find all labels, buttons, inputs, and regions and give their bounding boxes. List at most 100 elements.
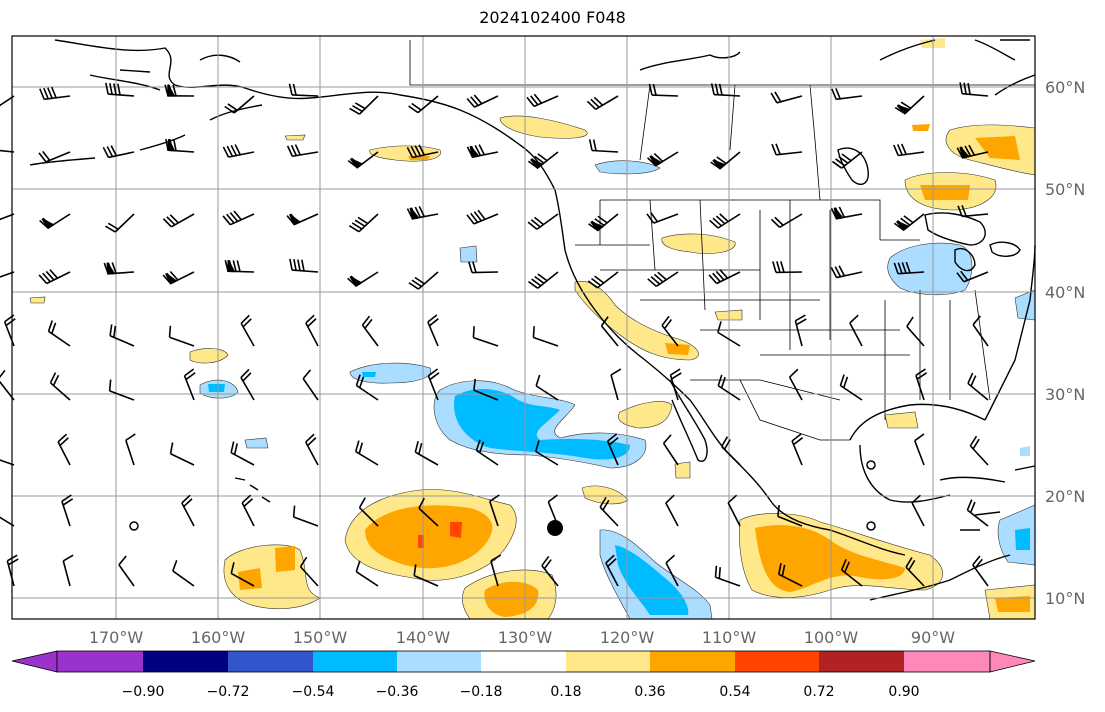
wind-barb-feather: [364, 318, 373, 329]
wind-barb-shaft: [966, 509, 989, 527]
wind-barb-feather: [665, 494, 675, 504]
wind-barb-feather: [106, 146, 114, 157]
wind-barb-feather: [181, 494, 191, 504]
wind-barb-feather: [352, 104, 363, 113]
wind-barb-feather: [665, 554, 676, 564]
wind-barb-feather: [900, 143, 907, 155]
wind-barb-feather: [466, 214, 475, 225]
wind-barb-shaft: [898, 151, 925, 157]
wind-barb-feather: [646, 213, 655, 224]
wind-barb-feather: [714, 565, 718, 578]
wind-barb-pennant: [712, 159, 727, 170]
wind-barb-shaft: [473, 389, 499, 401]
wind-barb-feather: [472, 326, 475, 338]
wind-barb-shaft: [108, 151, 135, 159]
wind-barb-shaft: [972, 324, 989, 347]
wind-barb-feather: [795, 318, 807, 326]
wind-barb-pennant: [41, 218, 55, 230]
wind-barb-shaft: [914, 440, 925, 466]
wind-barb-shaft: [114, 213, 135, 233]
wind-barb-feather: [230, 145, 238, 156]
wind-barb-feather: [897, 144, 903, 156]
colorbar-segment: [57, 651, 143, 672]
wind-barb-feather: [534, 275, 545, 284]
wind-barb-shaft: [172, 570, 195, 587]
wind-barb-feather: [537, 273, 548, 282]
wind-barb-feather: [526, 96, 535, 107]
wind-barb-feather: [897, 262, 903, 274]
wind-barb-feather: [348, 224, 360, 233]
wind-barb-shaft: [0, 149, 15, 153]
colorbar-tick-label: 0.36: [634, 684, 665, 700]
wind-barb-feather: [901, 262, 907, 274]
wind-barb-shaft: [240, 377, 255, 401]
wind-barb-feather: [468, 261, 473, 273]
wind-barb-feather: [594, 218, 605, 227]
wind-barb-feather: [413, 564, 417, 576]
wind-barb-feather: [59, 437, 69, 447]
wind-barb-shaft: [0, 271, 15, 278]
wind-barb-feather: [414, 145, 422, 157]
wind-barb-feather: [169, 270, 179, 281]
wind-barb-feather: [972, 438, 980, 450]
wind-barb-feather: [472, 261, 477, 273]
colorbar-segment: [481, 651, 566, 672]
wind-barb-feather: [411, 279, 422, 288]
wind-barb-shaft: [969, 445, 989, 466]
wind-barb-feather: [537, 153, 548, 162]
wind-barb-feather: [47, 87, 53, 99]
wind-barb-shaft: [967, 382, 989, 401]
wind-barb-shaft: [841, 151, 863, 169]
wind-barb-feather: [527, 221, 538, 230]
colorbar-tick-label: −0.72: [207, 684, 250, 700]
colorbar-segment: [650, 651, 735, 672]
wind-barb-shaft: [591, 149, 619, 153]
wind-barb-feather: [541, 555, 550, 567]
wind-barb-shaft: [717, 213, 741, 229]
wind-barb-feather: [906, 316, 914, 327]
wind-barb-shaft: [836, 95, 863, 101]
wind-barb-feather: [914, 433, 925, 442]
wind-barb-feather: [293, 259, 297, 271]
wind-barb-shaft: [473, 336, 499, 347]
wind-barb-shaft: [355, 450, 379, 466]
coastlines: [29, 39, 1036, 601]
wind-barb-feather: [234, 144, 241, 156]
wind-barb-shaft: [600, 325, 619, 347]
wind-barb-shaft: [653, 213, 679, 224]
colorbar-tick-label: 0.90: [888, 684, 919, 700]
wind-barb-pennant: [167, 84, 176, 97]
wind-barb-shaft: [6, 560, 15, 587]
wind-barb-shaft: [229, 213, 255, 226]
wind-barb-shaft: [779, 213, 803, 228]
wind-barb-feather: [473, 211, 482, 222]
wind-barb-feather: [224, 105, 235, 114]
wind-barb-feather: [355, 560, 361, 572]
wind-barb-shaft: [355, 571, 379, 587]
lon-label: 90°W: [911, 628, 955, 647]
wind-barb-feather: [608, 437, 619, 446]
wind-barb-shaft: [541, 565, 559, 587]
wind-barb-feather: [290, 144, 298, 156]
wind-barb-feather: [427, 314, 438, 323]
wind-barb-feather: [662, 434, 672, 444]
wind-barb-feather: [838, 155, 849, 164]
wind-barb-shaft: [0, 459, 15, 466]
lon-label: 120°W: [600, 628, 655, 647]
wind-barb-feather: [534, 216, 544, 226]
wind-barb-feather: [429, 372, 440, 381]
wind-barb-feather: [470, 212, 479, 223]
wind-barb-feather: [714, 83, 719, 95]
lat-label: 60°N: [1045, 78, 1085, 97]
wind-barb-feather: [709, 219, 719, 229]
wind-barb-shaft: [293, 516, 319, 527]
wind-barb-shaft: [427, 321, 439, 347]
wind-barb-feather: [905, 261, 911, 274]
wind-barb-shaft: [358, 507, 379, 527]
wind-barb-feather: [967, 372, 974, 384]
wind-barb-feather: [718, 83, 723, 96]
wind-barb-feather: [292, 83, 297, 96]
wind-barb-shaft: [596, 271, 619, 289]
wind-barb-shaft: [839, 384, 863, 401]
wind-barb-shaft: [651, 94, 679, 97]
